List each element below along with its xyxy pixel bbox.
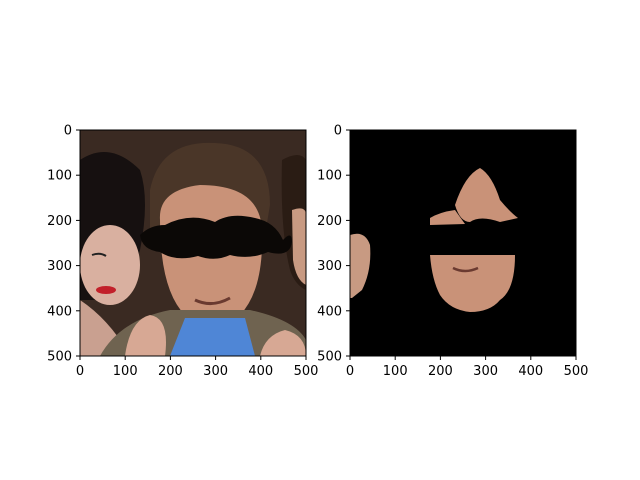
right-hand: [260, 330, 306, 356]
left-person-eye: [91, 252, 107, 257]
y-tick-label: 200: [47, 214, 72, 229]
mask-temple: [430, 210, 465, 225]
mask-forehead: [455, 168, 518, 222]
man-shirt: [170, 318, 255, 356]
left-person-lips: [96, 286, 116, 294]
right-person-face: [292, 208, 306, 285]
left-y-axis: 0 100 200 300 400 500: [47, 124, 80, 365]
y-tick-label: 300: [317, 259, 342, 274]
y-tick-label: 100: [317, 169, 342, 184]
right-y-axis: 0 100 200 300 400 500: [317, 124, 350, 365]
left-person-face: [80, 225, 140, 305]
right-axes-frame: [349, 129, 577, 357]
x-tick-label: 500: [294, 364, 319, 379]
right-image: [350, 130, 576, 356]
mask-fragment-left: [350, 233, 371, 298]
y-tick-label: 500: [47, 350, 72, 365]
y-tick-label: 0: [334, 124, 342, 139]
left-image-panel: 0 100 200 300 400 500 0 100 200 300 400 500: [47, 124, 318, 380]
y-tick-label: 400: [47, 304, 72, 319]
x-tick-label: 200: [428, 364, 453, 379]
left-hand: [125, 315, 166, 356]
x-tick-label: 300: [203, 364, 228, 379]
x-tick-label: 500: [564, 364, 589, 379]
x-tick-label: 400: [518, 364, 543, 379]
y-tick-label: 400: [317, 304, 342, 319]
x-tick-label: 400: [248, 364, 273, 379]
x-tick-label: 300: [473, 364, 498, 379]
mask-background: [350, 130, 576, 356]
mustache-overlay: [140, 215, 292, 259]
x-tick-label: 0: [346, 364, 354, 379]
x-tick-label: 100: [383, 364, 408, 379]
y-tick-label: 100: [47, 169, 72, 184]
x-tick-label: 100: [113, 364, 138, 379]
right-image-panel: 0 100 200 300 400 500 0 100 200 300 400 500: [317, 124, 588, 380]
man-mouth: [194, 296, 231, 305]
mask-lower-face: [430, 255, 515, 312]
y-tick-label: 0: [64, 124, 72, 139]
y-tick-label: 300: [47, 259, 72, 274]
left-image: [80, 130, 306, 356]
right-x-axis: 0 100 200 300 400 500: [346, 356, 589, 379]
mask-mouth: [452, 266, 479, 273]
left-axes-frame: [79, 129, 307, 357]
y-tick-label: 200: [317, 214, 342, 229]
x-tick-label: 0: [76, 364, 84, 379]
y-tick-label: 500: [317, 350, 342, 365]
left-x-axis: 0 100 200 300 400 500: [76, 356, 319, 379]
x-tick-label: 200: [158, 364, 183, 379]
